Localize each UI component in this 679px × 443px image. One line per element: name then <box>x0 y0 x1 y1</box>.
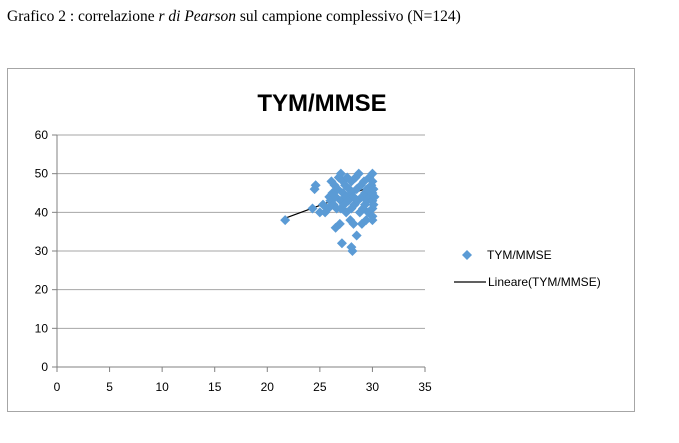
x-tick-label-2: 10 <box>155 380 169 394</box>
data-point-19 <box>334 218 345 229</box>
chart-frame: TYM/MMSE 0 10 20 30 40 50 60 0 5 10 15 20 25 30 35 TYM… <box>7 68 635 412</box>
caption-italic: r di Pearson <box>158 8 236 25</box>
y-tick-label-6: 60 <box>35 128 49 142</box>
data-point-36 <box>346 176 357 187</box>
data-points <box>280 168 380 256</box>
gridlines <box>57 134 425 329</box>
data-point-55 <box>361 215 372 226</box>
y-tick-label-0: 0 <box>41 360 48 374</box>
y-tick-label-1: 10 <box>35 321 49 335</box>
data-point-3 <box>310 180 321 191</box>
x-tick-label-5: 25 <box>313 380 327 394</box>
x-tick-label-1: 5 <box>106 380 113 394</box>
scatter-chart: TYM/MMSE 0 10 20 30 40 50 60 0 5 10 15 20 25 30 35 TYM… <box>35 90 601 394</box>
data-point-40 <box>348 218 359 229</box>
data-point-68 <box>367 215 378 226</box>
y-tick-label-4: 40 <box>35 205 49 219</box>
x-tick-label-3: 15 <box>208 380 222 394</box>
legend: TYM/MMSE Lineare(TYM/MMSE) <box>454 248 601 289</box>
caption-suffix: sul campione complessivo (N=124) <box>235 8 461 25</box>
x-tick-label-7: 35 <box>418 380 432 394</box>
data-point-63 <box>367 176 378 187</box>
data-point-69 <box>368 184 379 195</box>
figure-caption: Grafico 2 : correlazione r di Pearson su… <box>7 8 461 26</box>
y-tick-label-3: 30 <box>35 244 49 258</box>
caption-prefix: Grafico 2 : correlazione <box>7 8 159 25</box>
x-tick-label-6: 30 <box>366 380 380 394</box>
data-point-43 <box>351 230 362 241</box>
data-point-23 <box>336 238 347 249</box>
data-point-46 <box>353 168 364 179</box>
data-point-71 <box>369 191 380 202</box>
legend-marker-series <box>462 250 472 260</box>
y-tick-label-2: 20 <box>35 283 49 297</box>
legend-label-series: TYM/MMSE <box>487 248 552 262</box>
legend-label-trendline: Lineare(TYM/MMSE) <box>488 275 601 289</box>
x-tick-label-4: 20 <box>261 380 275 394</box>
chart-title: TYM/MMSE <box>257 90 386 117</box>
data-point-70 <box>368 199 379 210</box>
y-tick-label-5: 50 <box>35 167 49 181</box>
axes: 0 10 20 30 40 50 60 0 5 10 15 20 25 30 35 <box>35 128 432 394</box>
data-point-48 <box>355 180 366 191</box>
data-point-42 <box>350 172 361 183</box>
data-point-0 <box>280 215 291 226</box>
data-point-38 <box>347 246 358 256</box>
data-point-4 <box>314 207 325 218</box>
data-point-62 <box>367 168 378 179</box>
data-point-20 <box>335 168 346 179</box>
x-tick-label-0: 0 <box>54 380 61 394</box>
data-point-52 <box>359 176 370 187</box>
data-point-1 <box>307 203 318 214</box>
